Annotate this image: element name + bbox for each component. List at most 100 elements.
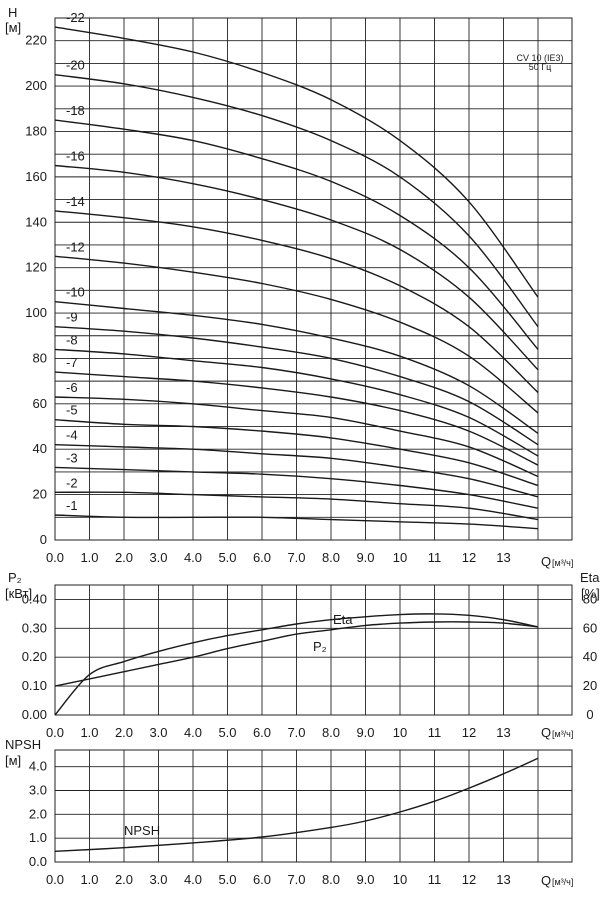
y-tick-label: 0	[40, 532, 47, 547]
p2-axis-unit: [кВт]	[5, 586, 32, 601]
x-tick-label: 13	[496, 550, 510, 565]
bottom-x-unit: [м³/ч]	[552, 877, 573, 887]
x-tick-label: 12	[462, 872, 476, 887]
x-tick-label: 2.0	[115, 725, 133, 740]
y-tick-label: 220	[25, 33, 47, 48]
x-tick-label: 8.0	[322, 725, 340, 740]
series-line--2	[54, 491, 539, 521]
eta-axis-unit: [%]	[581, 586, 600, 601]
series-line-NPSH	[54, 757, 539, 852]
stage-curve-label: -5	[66, 403, 78, 418]
x-tick-label: 3.0	[149, 872, 167, 887]
x-tick-label: 1.0	[80, 550, 98, 565]
stage-curve-label: -3	[66, 450, 78, 465]
series-line--22	[54, 26, 539, 298]
eta-axis-symbol: Eta	[580, 570, 600, 585]
x-tick-label: 11	[428, 872, 442, 887]
y-tick-label: 120	[25, 260, 47, 275]
stage-curve-label: -9	[66, 310, 78, 325]
y-tick-label: 3.0	[29, 783, 47, 798]
stage-curve-label: -18	[66, 103, 85, 118]
x-tick-label: 8.0	[322, 872, 340, 887]
x-tick-label: 10	[393, 550, 407, 565]
y2-tick-label: 20	[583, 678, 597, 693]
chart-title: CV 10 (IE3)	[516, 53, 563, 63]
x-tick-label: 1.0	[80, 872, 98, 887]
stage-curve-label: -4	[66, 428, 78, 443]
x-tick-label: 12	[462, 725, 476, 740]
series-line--5	[54, 419, 539, 487]
x-tick-label: 6.0	[253, 725, 271, 740]
x-tick-label: 7.0	[287, 725, 305, 740]
x-tick-label: 13	[496, 725, 510, 740]
top-x-symbol: Q	[541, 554, 551, 569]
stage-curve-label: -1	[66, 498, 78, 513]
x-tick-label: 0.0	[46, 550, 64, 565]
x-tick-label: 2.0	[115, 550, 133, 565]
y-tick-label: 0.10	[22, 678, 47, 693]
x-tick-label: 7.0	[287, 872, 305, 887]
y2-tick-label: 40	[583, 649, 597, 664]
h-axis-unit: [м]	[5, 20, 21, 35]
y-tick-label: 4.0	[29, 759, 47, 774]
stage-curve-label: -2	[66, 475, 78, 490]
h-axis-symbol: H	[8, 5, 17, 20]
y-tick-label: 180	[25, 123, 47, 138]
y2-tick-label: 0	[586, 707, 593, 722]
chart-subtitle: 50 Гц	[529, 62, 552, 72]
y2-tick-label: 60	[583, 620, 597, 635]
series-label-p2: P₂	[313, 639, 327, 654]
y-tick-label: 60	[33, 396, 47, 411]
p2-axis-symbol: P₂	[8, 570, 22, 585]
top-x-unit: [м³/ч]	[552, 558, 573, 568]
y-tick-label: 80	[33, 350, 47, 365]
stage-curve-label: -12	[66, 239, 85, 254]
x-tick-label: 4.0	[184, 550, 202, 565]
y-tick-label: 160	[25, 169, 47, 184]
x-tick-label: 2.0	[115, 872, 133, 887]
x-tick-label: 4.0	[184, 725, 202, 740]
y-tick-label: 20	[33, 487, 47, 502]
x-tick-label: 5.0	[218, 872, 236, 887]
x-tick-label: 0.0	[46, 725, 64, 740]
stage-curve-label: -10	[66, 285, 85, 300]
bottom-x-symbol: Q	[541, 873, 551, 888]
series-label-npsh: NPSH	[124, 823, 160, 838]
series-line--1	[54, 514, 539, 530]
x-tick-label: 5.0	[218, 550, 236, 565]
stage-curve-label: -22	[66, 10, 85, 25]
series-line-P	[54, 621, 539, 687]
y2-tick-label: 80	[583, 591, 597, 606]
y-tick-label: 200	[25, 78, 47, 93]
series-line--18	[54, 119, 539, 350]
y-tick-label: 1.0	[29, 830, 47, 845]
x-tick-label: 5.0	[218, 725, 236, 740]
stage-curve-label: -6	[66, 380, 78, 395]
series-line--10	[54, 301, 539, 434]
x-tick-label: 6.0	[253, 550, 271, 565]
x-tick-label: 9.0	[356, 725, 374, 740]
series-label-eta: Eta	[333, 612, 353, 627]
series-line--8	[54, 348, 539, 457]
x-tick-label: 0.0	[46, 872, 64, 887]
series-line--4	[54, 444, 539, 498]
series-line--20	[54, 74, 539, 328]
plot-frame	[54, 17, 573, 541]
series-line--9	[54, 326, 539, 446]
y-tick-label: 140	[25, 214, 47, 229]
x-tick-label: 9.0	[356, 550, 374, 565]
x-tick-label: 11	[428, 725, 442, 740]
x-tick-label: 3.0	[149, 550, 167, 565]
y-tick-label: 2.0	[29, 806, 47, 821]
y-tick-label: 0.30	[22, 620, 47, 635]
series-line--6	[54, 396, 539, 478]
y-tick-label: 0.20	[22, 649, 47, 664]
x-tick-label: 9.0	[356, 872, 374, 887]
y-tick-label: 40	[33, 441, 47, 456]
npsh-axis-symbol: NPSH	[5, 737, 41, 752]
mid-x-symbol: Q	[541, 725, 551, 740]
x-tick-label: 10	[393, 725, 407, 740]
series-line--16	[54, 164, 539, 371]
stage-curve-label: -20	[66, 58, 85, 73]
